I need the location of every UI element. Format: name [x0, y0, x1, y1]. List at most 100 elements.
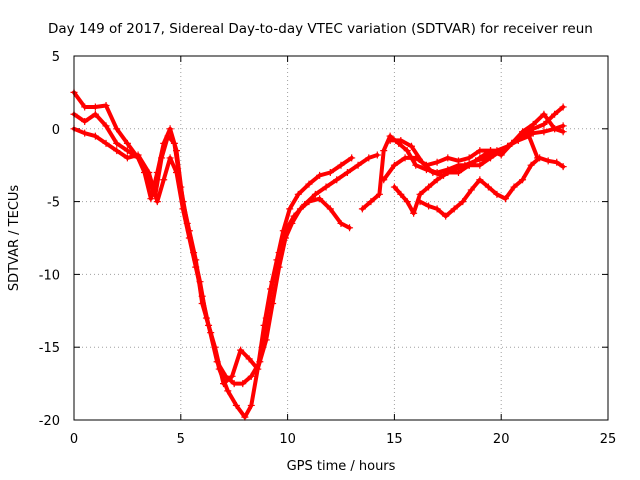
data-point — [239, 380, 247, 388]
data-point — [123, 147, 131, 155]
data-point — [401, 154, 409, 162]
data-point — [540, 128, 548, 136]
data-point — [433, 158, 441, 166]
y-axis-label: SDTVAR / TECUs — [7, 185, 22, 292]
data-point — [442, 212, 450, 220]
data-point — [472, 157, 480, 165]
data-point — [544, 157, 552, 165]
data-point — [326, 168, 334, 176]
plot-frame — [73, 55, 609, 421]
series-arc-7 — [416, 154, 567, 220]
data-point — [510, 183, 518, 191]
data-point — [493, 190, 501, 198]
data-point — [241, 413, 249, 421]
data-point — [367, 198, 375, 206]
data-point — [534, 154, 542, 162]
data-point — [559, 163, 567, 171]
data-point — [482, 154, 490, 162]
data-point — [343, 168, 351, 176]
data-point — [397, 190, 405, 198]
data-point — [476, 161, 484, 169]
data-point — [224, 387, 232, 395]
y-tick-label: -5 — [47, 196, 60, 211]
x-tick-label: 20 — [493, 432, 510, 447]
data-point — [113, 139, 121, 147]
data-point — [164, 132, 172, 140]
data-point — [493, 147, 501, 155]
data-point — [102, 122, 110, 130]
data-point — [134, 151, 142, 159]
data-point — [316, 171, 324, 179]
data-point — [316, 195, 324, 203]
data-point — [461, 161, 469, 169]
x-axis-label: GPS time / hours — [287, 459, 396, 474]
data-point — [102, 102, 110, 110]
data-point — [337, 219, 345, 227]
data-point — [540, 120, 548, 128]
data-point — [365, 154, 373, 162]
data-point — [412, 161, 420, 169]
data-point — [160, 176, 168, 184]
data-point — [540, 110, 548, 118]
data-point — [425, 202, 433, 210]
data-point — [559, 122, 567, 130]
data-point — [269, 278, 277, 286]
x-tick-label: 15 — [386, 432, 403, 447]
x-tick-label: 10 — [279, 432, 296, 447]
data-point — [397, 136, 405, 144]
data-point — [551, 125, 559, 133]
series-arc-3 — [70, 125, 381, 388]
data-point — [410, 209, 418, 217]
data-point — [311, 190, 319, 198]
data-point — [166, 125, 174, 133]
data-point — [123, 154, 131, 162]
data-point — [551, 110, 559, 118]
data-point — [123, 139, 131, 147]
data-point — [337, 161, 345, 169]
data-point — [113, 125, 121, 133]
x-tick-label: 0 — [70, 432, 78, 447]
data-point — [81, 118, 89, 126]
series-trace — [72, 126, 380, 386]
data-point — [294, 190, 302, 198]
y-tick-label: 5 — [52, 50, 60, 65]
data-point — [158, 154, 166, 162]
grid — [74, 56, 608, 420]
y-tick-label: -20 — [39, 414, 60, 429]
data-point — [333, 176, 341, 184]
data-point — [173, 168, 181, 176]
data-point — [354, 161, 362, 169]
data-point — [476, 176, 484, 184]
data-point — [81, 129, 89, 137]
data-point — [198, 292, 206, 300]
data-point — [281, 227, 289, 235]
data-point — [91, 132, 99, 140]
y-tick-label: 0 — [52, 123, 60, 138]
data-point — [519, 176, 527, 184]
data-point — [220, 380, 228, 388]
data-point — [476, 147, 484, 155]
data-point — [145, 168, 153, 176]
data-point — [256, 358, 264, 366]
data-point — [454, 168, 462, 176]
data-point — [305, 180, 313, 188]
series-arc-4 — [358, 110, 567, 213]
y-tick-label: -10 — [39, 268, 60, 283]
data-point — [484, 183, 492, 191]
data-point — [527, 161, 535, 169]
data-point — [192, 263, 200, 271]
data-point — [386, 136, 394, 144]
data-point — [322, 183, 330, 191]
data-point — [418, 158, 426, 166]
data-point — [113, 147, 121, 155]
data-point — [166, 154, 174, 162]
data-point — [237, 346, 245, 354]
y-axis-ticks: -20 -15 -10 -5 0 5 — [39, 50, 608, 429]
data-point — [348, 154, 356, 162]
data-point — [228, 372, 236, 380]
data-point — [459, 198, 467, 206]
data-point — [81, 103, 89, 111]
data-point — [390, 183, 398, 191]
data-point — [403, 147, 411, 155]
data-point — [153, 198, 161, 206]
